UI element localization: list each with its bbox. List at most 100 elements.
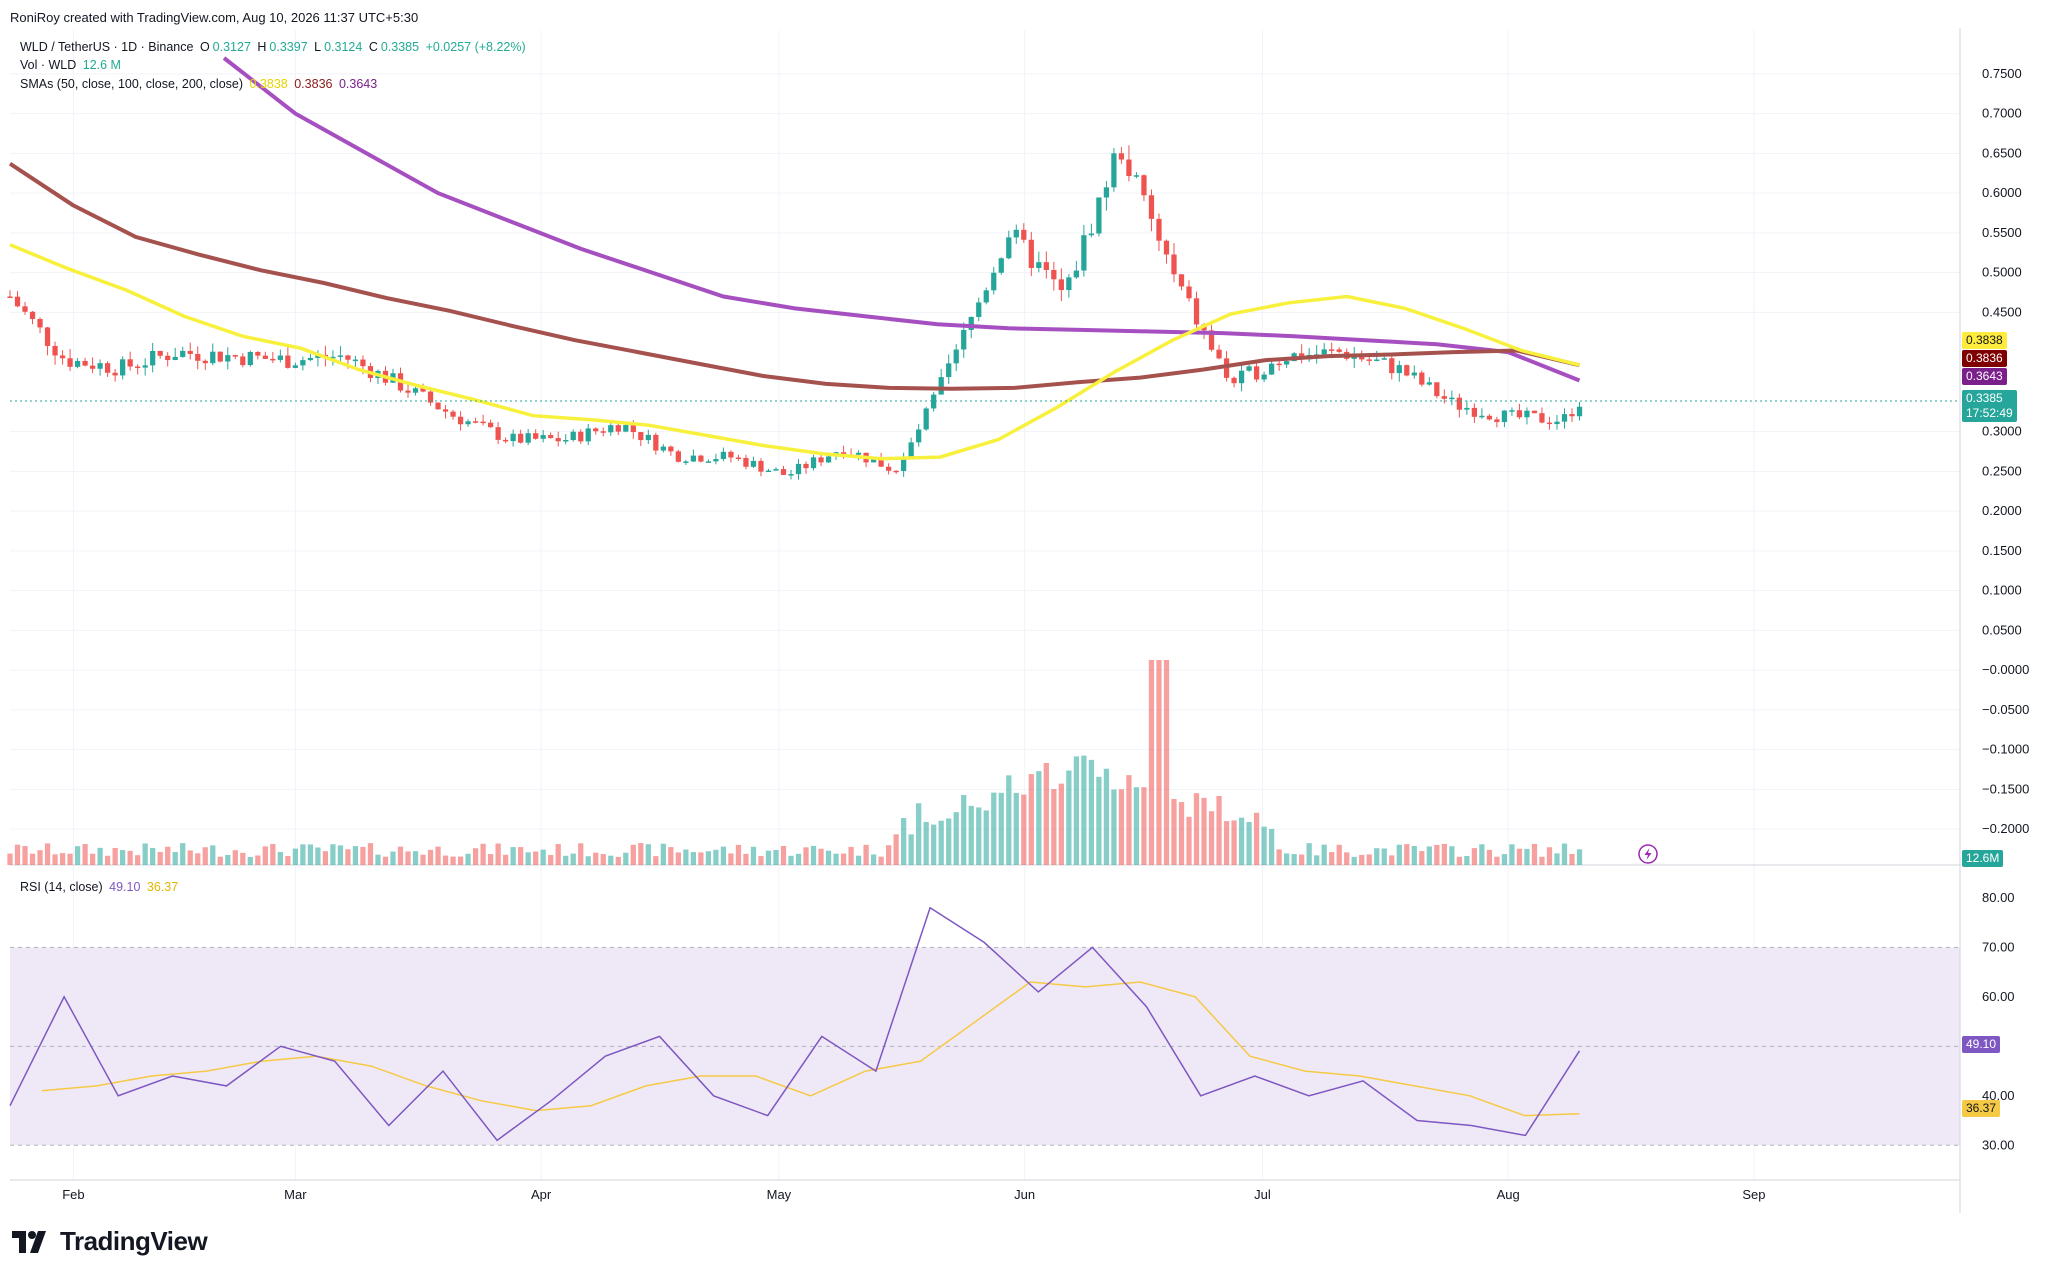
candle — [1028, 239, 1034, 268]
candle — [142, 365, 148, 368]
candle — [510, 433, 516, 442]
volume-bar — [720, 846, 727, 865]
volume-bar — [938, 820, 944, 865]
volume-bar — [480, 843, 486, 865]
price-tick-label: 0.6000 — [1982, 185, 2022, 200]
candle — [968, 316, 974, 330]
candle — [623, 425, 629, 432]
volume-bar — [1118, 789, 1125, 865]
candle — [82, 360, 88, 366]
candle — [44, 327, 51, 346]
price-tick-label: 0.2000 — [1982, 503, 2022, 518]
volume-bar — [743, 853, 749, 865]
legend-rsi-ma-value: 36.37 — [146, 880, 179, 894]
candle — [1141, 175, 1147, 196]
candle — [1284, 361, 1290, 365]
volume-bar — [210, 845, 216, 865]
volume-bar — [330, 844, 336, 865]
volume-bar — [74, 846, 81, 865]
volume-bar — [1516, 848, 1523, 865]
candle — [946, 363, 952, 378]
volume-bar — [1171, 798, 1177, 865]
volume-bar — [1456, 856, 1462, 865]
volume-bar — [983, 810, 989, 865]
candle — [1276, 363, 1282, 366]
candle — [1006, 237, 1012, 259]
volume-bar — [262, 846, 268, 865]
volume-bar — [1276, 849, 1282, 865]
rsi-tick-label: 60.00 — [1982, 989, 2015, 1004]
price-tick-label: 0.7500 — [1982, 66, 2022, 81]
candle — [810, 457, 817, 469]
candle — [518, 433, 524, 443]
candle — [1021, 229, 1027, 240]
volume-bar — [1479, 844, 1485, 865]
volume-bar — [390, 851, 396, 865]
candle — [698, 455, 704, 462]
volume-bar — [645, 844, 651, 865]
volume-bar — [698, 852, 704, 865]
volume-bar — [608, 855, 614, 865]
candle — [803, 463, 809, 469]
volume-bar — [923, 821, 929, 865]
rsi-price-label: 49.10 — [1962, 1036, 2001, 1053]
candle — [74, 360, 81, 367]
candle — [735, 457, 742, 460]
candle — [180, 350, 186, 357]
volume-bar — [1509, 844, 1515, 865]
volume-bar — [885, 845, 892, 865]
candle — [352, 359, 359, 362]
candle — [1081, 235, 1087, 271]
candle — [638, 432, 644, 441]
price-tick-label: 0.1500 — [1982, 543, 2022, 558]
candle — [503, 439, 509, 442]
volume-bar — [735, 844, 742, 865]
candle — [690, 455, 697, 462]
volume-bar — [1013, 792, 1019, 865]
candle — [901, 457, 907, 471]
volume-bar — [487, 854, 494, 865]
volume-bar — [1148, 660, 1155, 865]
candle — [1471, 407, 1478, 417]
lightning-icon[interactable] — [1638, 844, 1658, 864]
volume-bar — [1554, 853, 1560, 865]
candle — [465, 421, 471, 425]
volume-bar — [97, 847, 103, 865]
volume-bar — [1329, 852, 1335, 865]
volume-bar — [285, 856, 291, 865]
volume-bar — [660, 843, 666, 865]
sma200-line — [222, 56, 1581, 383]
volume-bar — [533, 851, 539, 865]
candle — [1208, 330, 1215, 350]
volume-bar — [450, 856, 456, 865]
candle — [104, 363, 111, 373]
volume-bar — [1366, 854, 1372, 865]
volume-bar — [44, 843, 51, 865]
tradingview-logo-icon — [12, 1230, 46, 1253]
volume-bar — [37, 850, 43, 865]
candle — [1479, 415, 1485, 418]
candle — [360, 359, 366, 367]
chart-canvas[interactable]: 0.7500 0.7000 0.6500 0.6000 0.5500 0.5000 0.45… — [0, 28, 2048, 1213]
volume-bar — [1546, 847, 1553, 865]
tradingview-logo[interactable]: TradingView — [12, 1226, 208, 1257]
legend-h-label: H — [257, 40, 267, 54]
candle — [705, 461, 712, 463]
volume-bar — [548, 855, 554, 865]
volume-bar — [120, 850, 126, 865]
candle — [1524, 410, 1530, 418]
candle — [1178, 274, 1185, 287]
candle — [262, 355, 268, 359]
candle — [870, 459, 877, 463]
last-price-label: 0.3385 17:52:49 — [1962, 390, 2017, 422]
volume-bar — [931, 824, 937, 865]
candle — [172, 356, 178, 361]
volume-bar — [901, 818, 907, 865]
volume-bar — [585, 856, 591, 865]
candle — [1554, 421, 1560, 425]
volume-price-label: 12.6M — [1962, 850, 2004, 867]
month-label: Jun — [1014, 1187, 1035, 1202]
legend-low: 0.3124 — [324, 40, 363, 54]
candle — [1231, 377, 1237, 384]
candle — [1509, 410, 1515, 412]
